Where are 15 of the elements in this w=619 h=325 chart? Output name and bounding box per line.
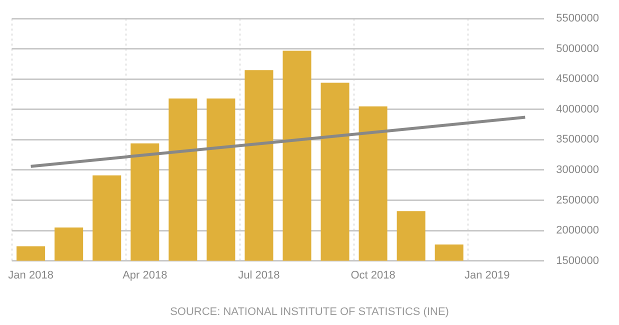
y-tick-label: 3000000 xyxy=(556,164,600,176)
y-tick-label: 1500000 xyxy=(556,254,600,267)
y-tick-label: 5500000 xyxy=(556,12,600,25)
y-tick-label: 2500000 xyxy=(556,194,600,206)
y-tick-label: 5000000 xyxy=(556,42,600,55)
y-tick-label: 4500000 xyxy=(556,73,600,86)
x-tick-label: Jul 2018 xyxy=(238,269,280,282)
y-tick-label: 4000000 xyxy=(556,103,600,116)
y-tick-label: 2000000 xyxy=(556,224,600,237)
y-tick-label: 3500000 xyxy=(556,134,600,146)
x-tick-label: Jan 2019 xyxy=(464,269,510,282)
x-tick-label: Jan 2018 xyxy=(8,269,54,282)
x-tick-label: Oct 2018 xyxy=(350,269,396,282)
source-note: SOURCE: NATIONAL INSTITUTE OF STATISTICS (INE) xyxy=(170,306,449,318)
x-tick-label: Apr 2018 xyxy=(122,269,168,282)
